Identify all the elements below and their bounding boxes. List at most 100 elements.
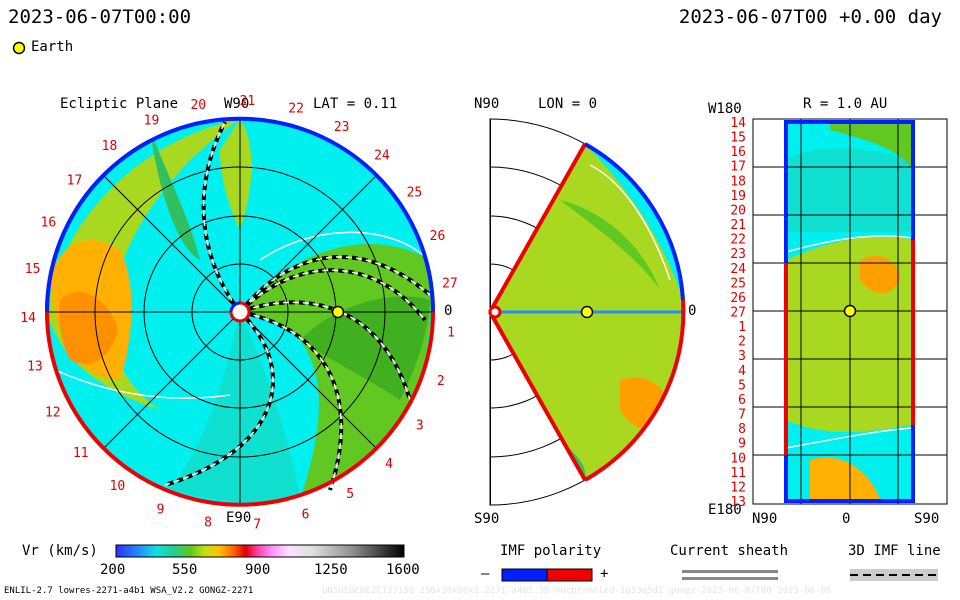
earth-legend-icon xyxy=(12,40,26,55)
sector-number-17: 17 xyxy=(67,174,83,189)
colorbar-tick-1250: 1250 xyxy=(314,562,348,578)
sphere-bottom-left: E180 xyxy=(708,502,742,518)
sphere-bottom-s90: S90 xyxy=(914,511,940,527)
ecliptic-bottom-label: E90 xyxy=(226,510,252,526)
imf-positive-swatch xyxy=(546,568,593,582)
ecliptic-rim-negative xyxy=(149,116,436,313)
sector-number-5: 5 xyxy=(346,487,354,502)
imf-polarity-label: IMF polarity xyxy=(500,543,602,559)
ecliptic-rim-negative-2 xyxy=(44,139,151,313)
sector-number-2: 2 xyxy=(437,374,445,389)
sector-number-10: 10 xyxy=(110,479,126,494)
sector-number-22: 22 xyxy=(288,102,304,117)
sphere-row-27: 27 xyxy=(730,306,746,321)
sun-marker-negative xyxy=(229,301,241,313)
sphere-bottom-n90: N90 xyxy=(752,511,778,527)
sector-number-7: 7 xyxy=(253,517,261,532)
sector-number-3: 3 xyxy=(416,418,424,433)
sector-number-26: 26 xyxy=(430,229,446,244)
colorbar-tick-900: 900 xyxy=(245,562,271,578)
left-timestamp: 2023-06-07T00:00 xyxy=(8,6,192,28)
sphere-row-3: 3 xyxy=(738,349,746,364)
colorbar-label: Vr (km/s) xyxy=(22,543,98,559)
sector-number-6: 6 xyxy=(302,508,310,523)
sector-number-14: 14 xyxy=(20,311,36,326)
sector-number-11: 11 xyxy=(73,446,89,461)
sphere-row-12: 12 xyxy=(730,480,746,495)
ecliptic-top-label: W90 xyxy=(224,96,250,112)
sphere-row-16: 16 xyxy=(730,145,746,160)
sector-number-12: 12 xyxy=(45,406,61,421)
sphere-row-9: 9 xyxy=(738,437,746,452)
sector-number-23: 23 xyxy=(334,120,350,135)
colorbar-tick-200: 200 xyxy=(100,562,126,578)
sphere-row-25: 25 xyxy=(730,276,746,291)
ecliptic-panel xyxy=(44,116,436,507)
imf-plus: + xyxy=(600,566,609,582)
current-sheath-swatch-2 xyxy=(682,577,778,580)
earth-marker-ecliptic xyxy=(331,305,345,319)
sector-number-27: 27 xyxy=(442,277,458,292)
meridional-edge-south xyxy=(488,311,587,481)
sector-number-24: 24 xyxy=(374,149,390,164)
sector-number-4: 4 xyxy=(385,457,393,472)
sphere-row-1: 1 xyxy=(738,320,746,335)
sphere-row-2: 2 xyxy=(738,335,746,350)
sector-number-9: 9 xyxy=(157,503,165,518)
sphere-row-14: 14 xyxy=(730,116,746,131)
meridional-rim-positive xyxy=(584,299,686,482)
sphere-row-10: 10 xyxy=(730,451,746,466)
imf-line-label: 3D IMF line xyxy=(848,543,941,559)
earth-marker-meridional xyxy=(580,305,594,319)
sphere-row-22: 22 xyxy=(730,233,746,248)
meridional-bottom-label: S90 xyxy=(474,511,500,527)
sphere-row-7: 7 xyxy=(738,408,746,423)
meridional-edge-north xyxy=(488,143,587,313)
sphere-row-15: 15 xyxy=(730,131,746,146)
sector-number-13: 13 xyxy=(27,360,43,375)
sphere-row-19: 19 xyxy=(730,189,746,204)
sphere-panel xyxy=(752,118,948,505)
sphere-row-11: 11 xyxy=(730,466,746,481)
sector-number-19: 19 xyxy=(144,113,160,128)
sector-number-16: 16 xyxy=(41,215,57,230)
sector-number-15: 15 xyxy=(25,262,41,277)
sphere-top-left: W180 xyxy=(708,101,742,117)
sphere-row-20: 20 xyxy=(730,204,746,219)
sector-number-21: 21 xyxy=(240,94,256,109)
colorbar-tick-1600: 1600 xyxy=(386,562,420,578)
colorbar xyxy=(115,544,405,558)
meridional-right-label: 0 xyxy=(688,303,697,319)
sphere-bottom-0: 0 xyxy=(842,511,851,527)
ecliptic-title: Ecliptic Plane xyxy=(60,96,179,112)
sphere-row-4: 4 xyxy=(738,364,746,379)
sphere-row-5: 5 xyxy=(738,378,746,393)
earth-marker-sphere xyxy=(843,304,857,318)
meridional-rim-negative xyxy=(584,142,685,301)
sector-number-8: 8 xyxy=(204,516,212,531)
sphere-row-18: 18 xyxy=(730,174,746,189)
sphere-row-24: 24 xyxy=(730,262,746,277)
sphere-row-8: 8 xyxy=(738,422,746,437)
sector-number-20: 20 xyxy=(190,98,206,113)
imf-minus: – xyxy=(481,566,490,582)
footer-model: ENLIL-2.7 lowres-2271-a4b1 WSA_V2.2 GONG… xyxy=(4,586,254,596)
right-timestamp: 2023-06-07T00 +0.00 day xyxy=(678,6,942,28)
colorbar-tick-550: 550 xyxy=(172,562,198,578)
ecliptic-right-label: 0 xyxy=(444,303,453,319)
meridional-top-label: N90 xyxy=(474,96,500,112)
ecliptic-lat-label: LAT = 0.11 xyxy=(313,96,398,112)
footer-run: UNSUEDEDE2C1JJ156 256x30x90x1.2271-a4b1.… xyxy=(322,586,832,596)
current-sheath-label: Current sheath xyxy=(670,543,789,559)
sector-number-18: 18 xyxy=(102,139,118,154)
sun-marker-meridional xyxy=(488,305,502,319)
meridional-lon-label: LON = 0 xyxy=(538,96,598,112)
sphere-row-6: 6 xyxy=(738,393,746,408)
earth-legend-label: Earth xyxy=(31,39,74,55)
sphere-row-13: 13 xyxy=(730,495,746,510)
sector-number-1: 1 xyxy=(447,326,455,341)
sphere-title: R = 1.0 AU xyxy=(803,96,888,112)
